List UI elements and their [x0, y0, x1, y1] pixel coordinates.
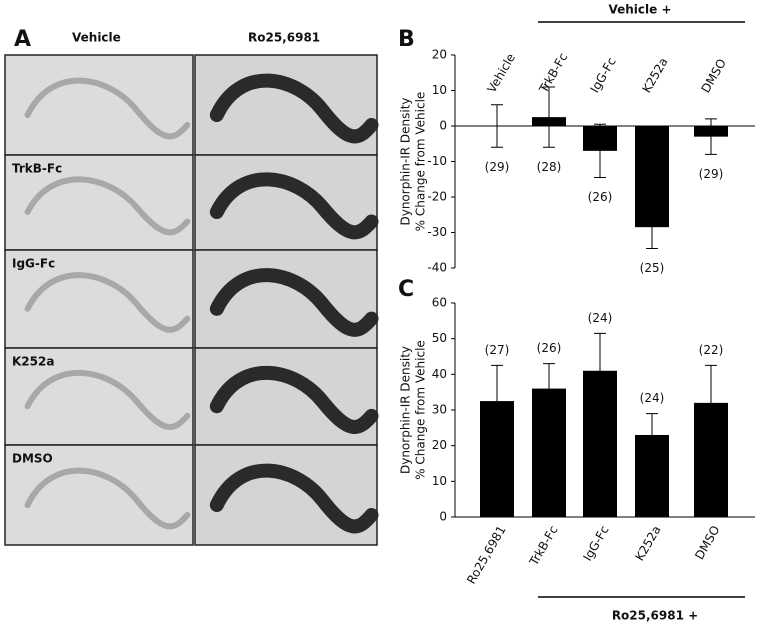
- x-tick-label: IgG-Fc: [580, 523, 611, 563]
- y-tick-label: 30: [432, 403, 447, 417]
- group-label: Vehicle +: [608, 3, 671, 17]
- n-label: (27): [485, 343, 510, 357]
- y-axis-label: Dynorphin-IR Density: [399, 346, 413, 474]
- y-axis-label: % Change from Vehicle: [414, 340, 428, 480]
- row-label: K252a: [12, 355, 54, 369]
- fiber-band: [24, 176, 191, 236]
- y-tick-label: 20: [432, 438, 447, 452]
- y-tick-label: 60: [432, 296, 447, 310]
- error-bar: [594, 332, 606, 409]
- n-label: (28): [537, 160, 562, 174]
- x-tick-label: DMSO: [692, 523, 722, 562]
- error-bar: [594, 123, 606, 178]
- n-label: (29): [485, 160, 510, 174]
- panel-letter: A: [14, 27, 31, 52]
- error-bar: [543, 86, 555, 148]
- x-tick-label: IgG-Fc: [588, 55, 619, 95]
- fiber-band: [24, 272, 191, 333]
- error-bar: [491, 104, 503, 148]
- fiber-band: [209, 365, 379, 434]
- n-label: (24): [640, 391, 665, 405]
- fiber-band: [24, 77, 191, 140]
- error-bar: [491, 364, 503, 438]
- x-tick-label: TrkB-Fc: [526, 523, 560, 569]
- y-tick-label: -10: [427, 154, 447, 168]
- n-label: (24): [588, 311, 613, 325]
- y-tick-label: 50: [432, 331, 447, 345]
- fiber-band: [209, 172, 379, 240]
- group-label: Ro25,6981 +: [612, 609, 698, 623]
- x-tick-label: K252a: [640, 55, 671, 95]
- y-tick-label: -40: [427, 261, 447, 275]
- column-label: Vehicle: [72, 31, 121, 45]
- n-label: (25): [640, 261, 665, 275]
- x-tick-label: Ro25,6981: [464, 523, 509, 586]
- row-label: DMSO: [12, 452, 53, 466]
- y-tick-label: 0: [439, 510, 447, 524]
- column-label: Ro25,6981: [248, 31, 320, 45]
- panel-letter: B: [398, 27, 415, 52]
- error-bar: [646, 205, 658, 249]
- fiber-band: [209, 268, 379, 337]
- fiber-band: [24, 467, 191, 530]
- fiber-band: [209, 463, 379, 534]
- n-label: (26): [537, 341, 562, 355]
- y-axis-label: Dynorphin-IR Density: [399, 97, 413, 225]
- y-tick-label: 10: [432, 474, 447, 488]
- n-label: (22): [699, 343, 724, 357]
- x-tick-label: K252a: [632, 523, 663, 563]
- error-bar: [543, 363, 555, 415]
- y-axis-label: % Change from Vehicle: [414, 92, 428, 232]
- panel-letter: C: [398, 277, 414, 302]
- y-tick-label: -30: [427, 225, 447, 239]
- row-label: IgG-Fc: [12, 257, 55, 271]
- error-bar: [705, 118, 717, 155]
- n-label: (29): [699, 167, 724, 181]
- x-tick-label: Vehicle: [485, 51, 519, 95]
- y-tick-label: -20: [427, 190, 447, 204]
- row-label: TrkB-Fc: [12, 162, 62, 176]
- y-tick-label: 0: [439, 119, 447, 133]
- fiber-band: [24, 369, 191, 430]
- x-tick-label: TrkB-Fc: [536, 51, 570, 97]
- y-tick-label: 10: [432, 83, 447, 97]
- fiber-band: [209, 73, 379, 144]
- x-tick-label: DMSO: [699, 57, 729, 96]
- error-bar: [646, 413, 658, 457]
- y-tick-label: 40: [432, 367, 447, 381]
- y-tick-label: 20: [432, 48, 447, 62]
- error-bar: [705, 364, 717, 441]
- n-label: (26): [588, 190, 613, 204]
